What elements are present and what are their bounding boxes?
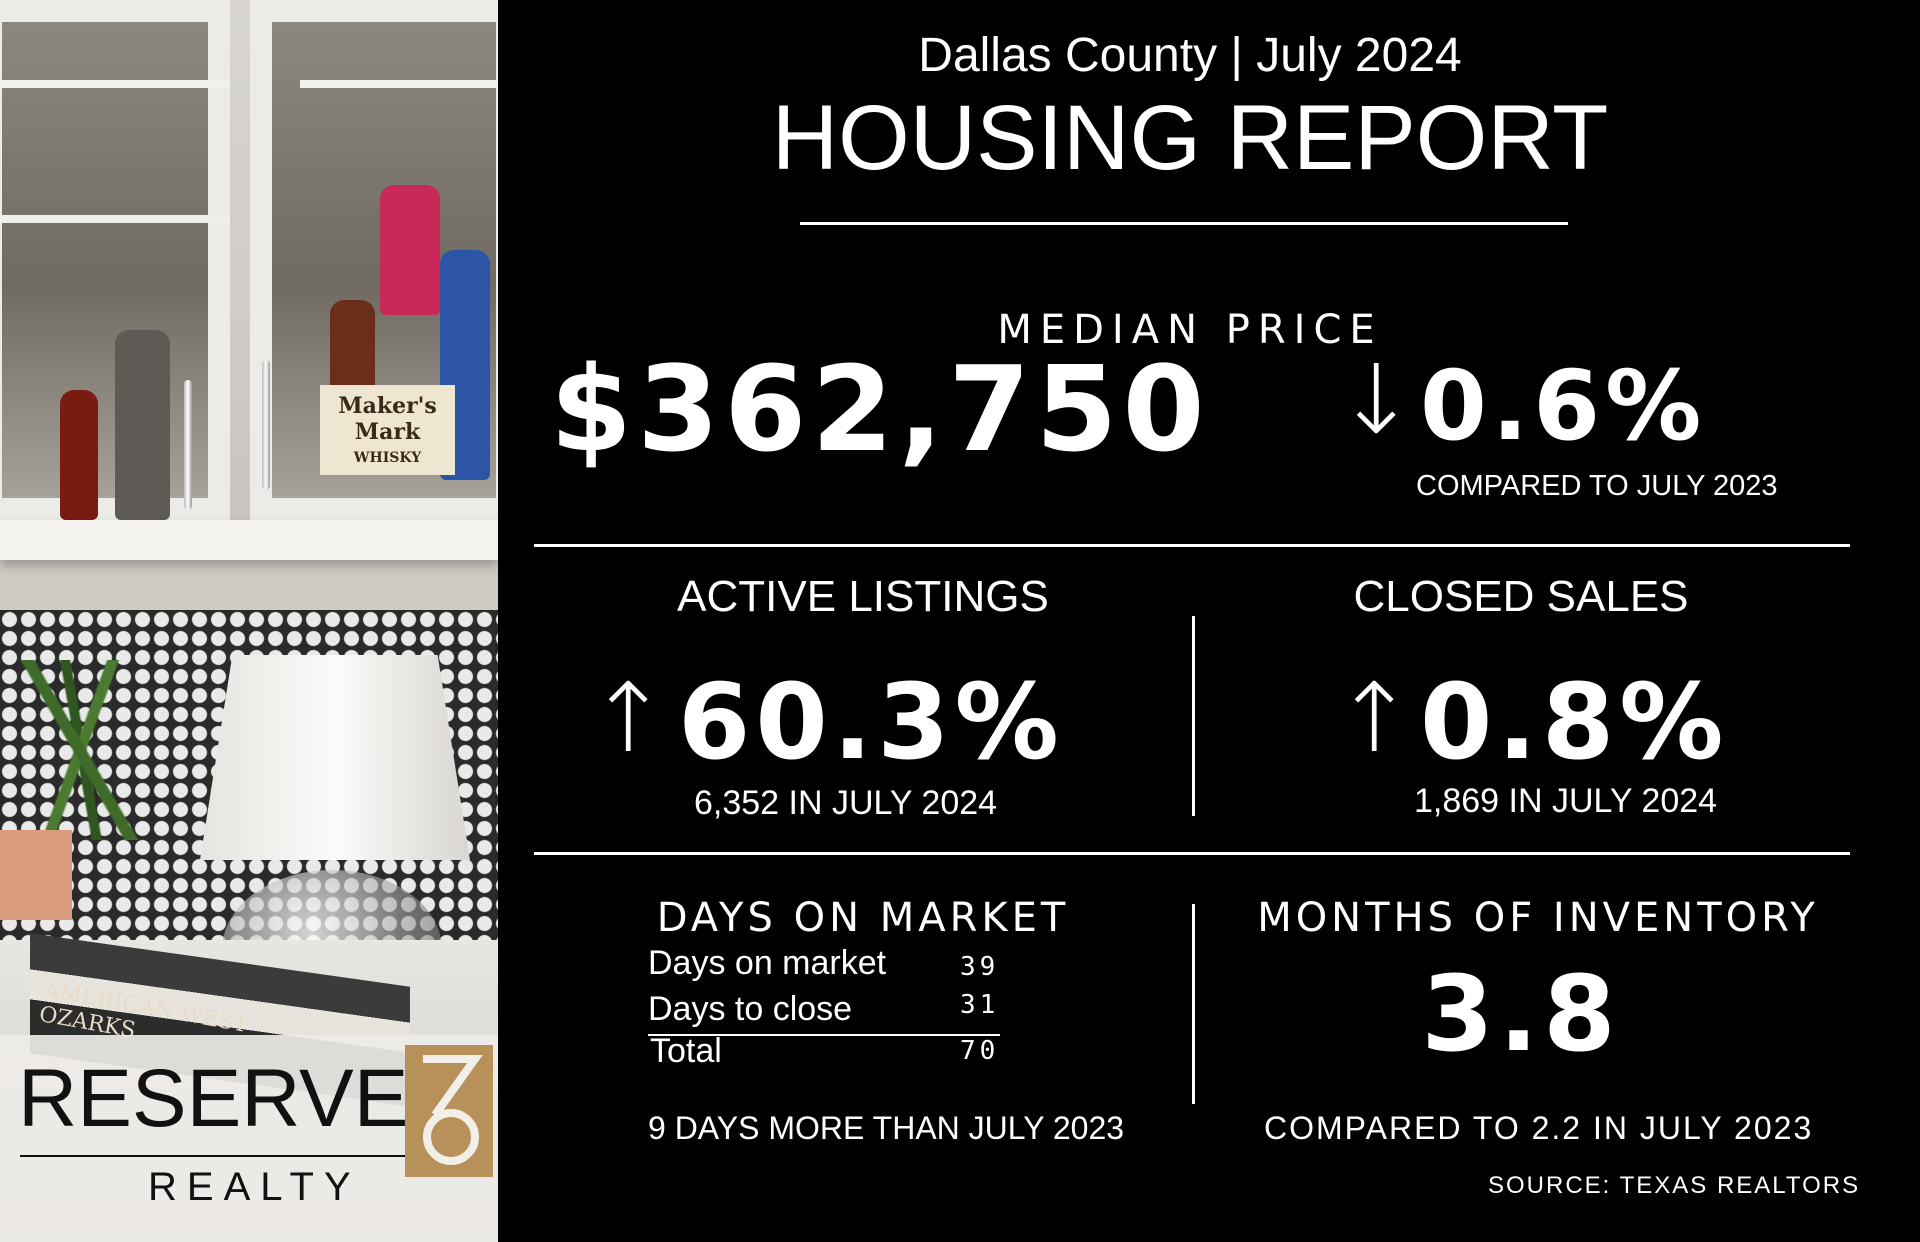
total-rule — [648, 1034, 1000, 1036]
dom-row-label: Days to close — [648, 990, 853, 1028]
median-price-value: $362,750 — [550, 340, 1210, 478]
section-divider — [534, 544, 1850, 547]
plant-pot — [0, 830, 72, 920]
report-title: HOUSING REPORT — [771, 87, 1609, 189]
plant — [0, 660, 170, 840]
arrow-down-icon: ↓ — [1336, 344, 1417, 456]
bottle — [115, 330, 170, 520]
dom-total-value: 70 — [960, 1036, 1000, 1066]
column-divider — [1192, 616, 1195, 816]
bottle-wax-top — [380, 185, 440, 315]
report-subtitle: Dallas County | July 2024 — [918, 29, 1462, 82]
logo-subtitle: REALTY — [148, 1165, 361, 1209]
lampshade — [200, 655, 470, 860]
median-price-label: MEDIAN PRICE — [997, 307, 1383, 353]
months-of-inventory-comparison: COMPARED TO 2.2 IN JULY 2023 — [1264, 1110, 1814, 1146]
active-listings-detail: 6,352 IN JULY 2024 — [694, 784, 998, 822]
active-listings-label: ACTIVE LISTINGS — [677, 572, 1049, 621]
hero-photo: Maker's Mark WHISKY AMERICAN WEST OZARKS — [0, 0, 498, 1242]
report-panel: Dallas County | July 2024 HOUSING REPORT… — [498, 0, 1920, 1242]
cabinet-base — [0, 520, 498, 560]
shelf — [0, 215, 230, 223]
logo-divider — [20, 1155, 405, 1157]
cabinet-handle — [262, 360, 270, 490]
closed-sales-label: CLOSED SALES — [1353, 572, 1689, 621]
source-note: SOURCE: TEXAS REALTORS — [1488, 1172, 1861, 1199]
arrow-up-icon: ↑ — [588, 662, 669, 774]
days-on-market-label: DAYS ON MARKET — [656, 895, 1070, 941]
bottle-label: Maker's Mark WHISKY — [320, 385, 455, 475]
section-divider — [534, 852, 1850, 855]
days-on-market-comparison: 9 DAYS MORE THAN JULY 2023 — [648, 1110, 1125, 1146]
months-of-inventory-label: MONTHS OF INVENTORY — [1257, 895, 1819, 941]
shelf — [0, 80, 230, 88]
closed-sales-detail: 1,869 IN JULY 2024 — [1414, 782, 1718, 820]
column-divider — [1192, 904, 1195, 1104]
header-divider — [800, 222, 1568, 225]
active-listings-change: 60.3% — [678, 661, 1064, 783]
dom-row-value: 39 — [960, 952, 1000, 982]
dom-row-value: 31 — [960, 990, 1000, 1020]
closed-sales-change: 0.8% — [1420, 661, 1729, 783]
logo-name: RESERVE — [18, 1053, 409, 1144]
shelf — [300, 80, 498, 88]
arrow-up-icon: ↑ — [1334, 662, 1415, 774]
months-of-inventory-value: 3.8 — [1421, 953, 1621, 1075]
logo-mark-icon — [405, 1045, 493, 1177]
median-price-comparison: COMPARED TO JULY 2023 — [1416, 470, 1778, 502]
cabinet-handle — [184, 380, 192, 510]
bottle — [60, 390, 98, 520]
dom-row-label: Days on market — [648, 944, 887, 982]
median-price-change: 0.6% — [1420, 350, 1707, 462]
dom-total-label: Total — [650, 1032, 722, 1070]
